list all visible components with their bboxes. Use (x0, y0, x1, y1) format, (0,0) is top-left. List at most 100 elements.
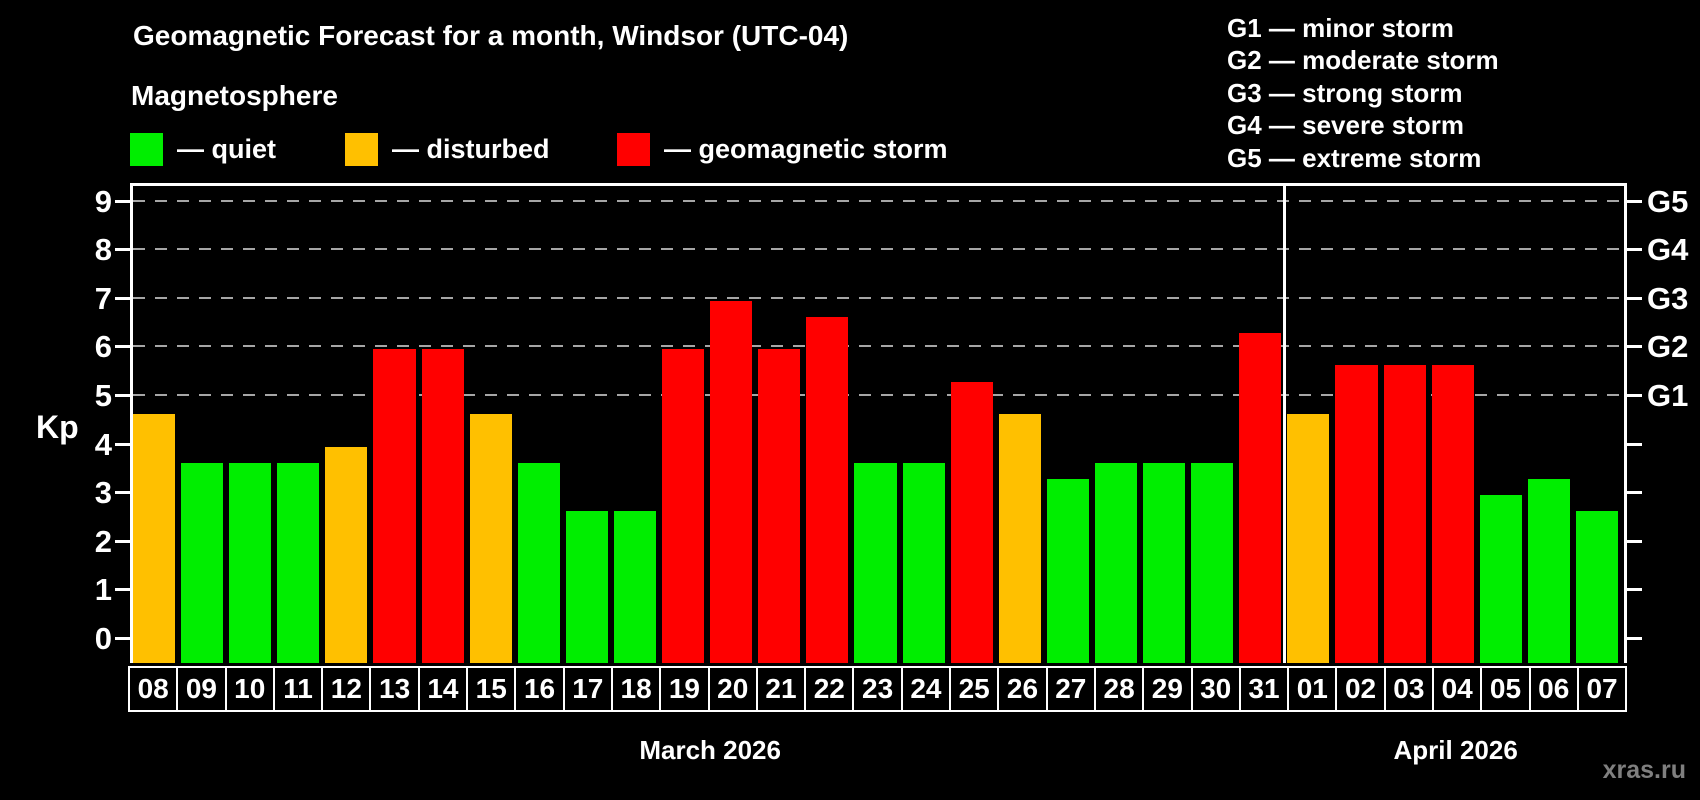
day-label-06: 06 (1528, 666, 1579, 712)
day-label-26: 26 (997, 666, 1048, 712)
g-legend-line: G3 — strong storm (1227, 77, 1463, 108)
g-tick-label-G3: G3 (1647, 280, 1689, 316)
bar-day-09 (181, 462, 224, 663)
legend-item-storm: — geomagnetic storm (617, 133, 948, 166)
y-axis-title: Kp (36, 409, 79, 445)
bar-day-26 (998, 414, 1041, 663)
left-tick-5 (115, 394, 130, 397)
day-label-14: 14 (417, 666, 469, 712)
day-label-row: 08 09 10 11 12 13 14 15 16 17 18 19 20 21 22 23 24 25 26 27… (128, 666, 1628, 712)
y-tick-label-7: 7 (94, 280, 112, 316)
right-tick-0 (1627, 637, 1642, 641)
storm-swatch (617, 133, 650, 166)
right-tick-7 (1627, 296, 1642, 300)
bar-day-19 (662, 349, 705, 663)
bar-day-31 (1239, 333, 1282, 663)
bar-day-03 (1383, 365, 1426, 663)
bar-day-21 (758, 349, 801, 663)
right-tick-6 (1627, 345, 1642, 349)
left-tick-7 (115, 296, 130, 300)
left-tick-6 (115, 345, 130, 349)
day-label-13: 13 (369, 666, 420, 712)
day-label-19: 19 (659, 666, 710, 712)
right-tick-8 (1627, 248, 1642, 252)
day-label-10: 10 (224, 666, 275, 712)
right-tick-3 (1627, 491, 1642, 495)
g-scale-legend: G1 — minor storm G2 — moderate storm G3 … (1227, 12, 1499, 174)
day-label-15: 15 (466, 666, 517, 712)
status-legend: — quiet — disturbed — geomagnetic storm (130, 133, 1030, 169)
day-label-04: 04 (1432, 666, 1483, 712)
quiet-swatch (130, 133, 163, 166)
g-legend-line: G5 — extreme storm (1227, 142, 1482, 173)
plot-area (130, 183, 1627, 663)
bar-day-28 (1094, 462, 1138, 663)
right-tick-5 (1627, 394, 1642, 397)
g-tick-label-G2: G2 (1647, 329, 1689, 365)
gridline-kp-6 (133, 345, 1624, 348)
legend-item-disturbed: — disturbed (345, 133, 550, 166)
g-legend-line: G4 — severe storm (1227, 110, 1465, 141)
bar-day-24 (902, 462, 945, 663)
bar-day-29 (1143, 462, 1186, 663)
left-tick-0 (115, 637, 130, 641)
bar-day-11 (277, 462, 320, 663)
watermark: xras.ru (1602, 756, 1686, 784)
disturbed-swatch (345, 133, 378, 166)
bar-day-07 (1575, 511, 1618, 663)
month-separator (1282, 186, 1286, 663)
bar-day-04 (1431, 365, 1474, 663)
g-tick-label-G5: G5 (1647, 183, 1689, 219)
day-label-12: 12 (321, 666, 372, 712)
gridline-kp-8 (133, 248, 1624, 251)
gridline-kp-5 (133, 394, 1624, 396)
legend-label: — quiet (177, 134, 276, 164)
y-tick-label-4: 4 (94, 426, 112, 462)
bar-day-05 (1479, 495, 1522, 663)
bar-day-15 (469, 414, 512, 663)
g-legend-line: G2 — moderate storm (1227, 45, 1499, 76)
month-label-0: March 2026 (639, 735, 781, 765)
day-label-01: 01 (1287, 666, 1338, 712)
bar-day-17 (565, 511, 608, 663)
left-tick-2 (115, 539, 130, 543)
bar-day-10 (229, 462, 272, 663)
day-label-22: 22 (804, 666, 855, 712)
y-tick-label-6: 6 (94, 329, 112, 365)
left-tick-8 (115, 248, 130, 252)
bar-day-12 (325, 446, 368, 663)
y-tick-label-9: 9 (94, 183, 112, 219)
g-legend-line: G1 — minor storm (1227, 13, 1454, 43)
day-label-16: 16 (514, 666, 565, 712)
bar-day-18 (613, 511, 657, 663)
day-label-03: 03 (1383, 666, 1435, 712)
day-label-21: 21 (755, 666, 807, 712)
page-title: Geomagnetic Forecast for a month, Windso… (133, 20, 849, 51)
bar-day-02 (1335, 365, 1378, 663)
day-label-02: 02 (1335, 666, 1386, 712)
bar-day-08 (133, 414, 176, 663)
right-tick-4 (1627, 442, 1642, 446)
month-label-1: April 2026 (1393, 735, 1518, 765)
bar-day-06 (1527, 479, 1570, 663)
day-label-25: 25 (949, 666, 1000, 712)
g-tick-label-G4: G4 (1647, 232, 1689, 268)
day-label-08: 08 (128, 666, 179, 712)
left-tick-4 (115, 442, 130, 446)
day-label-18: 18 (610, 666, 662, 712)
gridline-kp-7 (133, 296, 1624, 299)
day-label-11: 11 (272, 666, 324, 712)
day-label-17: 17 (562, 666, 613, 712)
day-label-27: 27 (1045, 666, 1096, 712)
left-tick-9 (115, 199, 130, 203)
bar-day-30 (1191, 462, 1234, 663)
day-label-07: 07 (1576, 666, 1628, 712)
bar-day-01 (1287, 414, 1330, 663)
day-label-30: 30 (1190, 666, 1241, 712)
bar-day-27 (1046, 479, 1089, 663)
left-tick-3 (115, 491, 130, 495)
bar-day-16 (517, 462, 560, 663)
right-tick-9 (1627, 199, 1642, 203)
right-tick-1 (1627, 588, 1642, 592)
legend-label: — disturbed (392, 134, 550, 164)
